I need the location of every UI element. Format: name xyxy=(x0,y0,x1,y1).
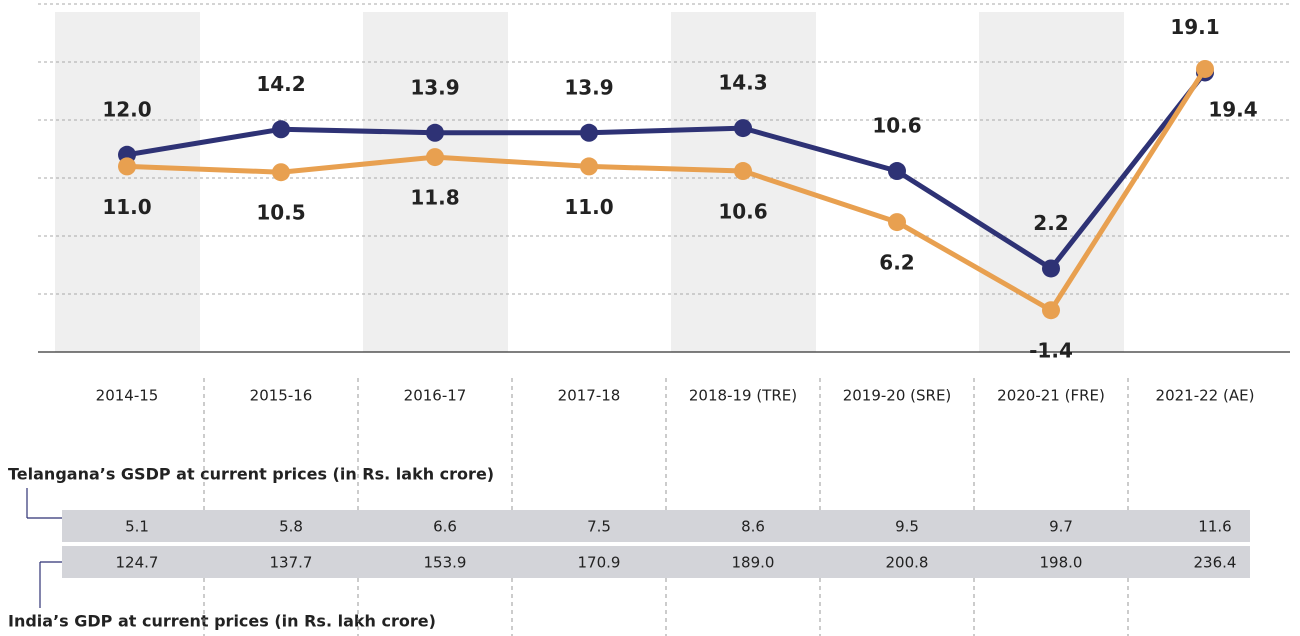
line xyxy=(126,67,1208,314)
table-cell: 9.7 xyxy=(1049,518,1073,536)
data-label: 19.4 xyxy=(1208,97,1257,121)
x-tick-label: 2016-17 xyxy=(404,387,467,405)
data-label: 13.9 xyxy=(564,75,613,99)
table-cell: 6.6 xyxy=(433,518,457,536)
point xyxy=(1042,259,1060,278)
data-label: -1.4 xyxy=(1029,339,1073,363)
point xyxy=(734,162,752,181)
table-cell: 137.7 xyxy=(270,554,313,572)
data-label: 11.8 xyxy=(410,186,459,210)
table-cell: 198.0 xyxy=(1040,554,1083,572)
x-tick-label: 2019-20 (SRE) xyxy=(843,387,952,405)
row-label: Telangana’s GSDP at current prices (in R… xyxy=(8,465,494,484)
point xyxy=(580,157,598,176)
x-tick-label: 2015-16 xyxy=(250,387,313,405)
x-tick-label: 2018-19 (TRE) xyxy=(689,387,797,405)
point xyxy=(272,163,290,182)
table-cell: 189.0 xyxy=(732,554,775,572)
table-cell: 11.6 xyxy=(1198,518,1231,536)
point xyxy=(426,148,444,167)
band xyxy=(363,12,508,352)
data-label: 14.2 xyxy=(256,72,305,96)
table-cell: 5.8 xyxy=(279,518,303,536)
x-tick-label: 2014-15 xyxy=(96,387,159,405)
data-label: 2.2 xyxy=(1033,211,1068,235)
table-row xyxy=(62,546,1250,578)
point xyxy=(1042,301,1060,320)
data-label: 6.2 xyxy=(879,251,914,275)
point xyxy=(734,119,752,138)
data-label: 14.3 xyxy=(718,71,767,95)
point xyxy=(580,123,598,142)
table-cell: 170.9 xyxy=(578,554,621,572)
data-label: 10.5 xyxy=(256,201,305,225)
table-cell: 153.9 xyxy=(424,554,467,572)
data-label: 12.0 xyxy=(102,97,151,121)
line xyxy=(126,70,1207,272)
table-cell: 7.5 xyxy=(587,518,611,536)
table-cell: 236.4 xyxy=(1194,554,1237,572)
table-row xyxy=(62,510,1250,542)
data-label: 11.0 xyxy=(564,195,613,219)
x-tick-label: 2021-22 (AE) xyxy=(1156,387,1255,405)
point xyxy=(118,157,136,176)
table-cell: 9.5 xyxy=(895,518,919,536)
band xyxy=(979,12,1124,352)
x-tick-label: 2017-18 xyxy=(558,387,621,405)
data-label: 13.9 xyxy=(410,75,459,99)
point xyxy=(426,123,444,142)
data-label: 10.6 xyxy=(718,200,767,224)
data-label: 19.1 xyxy=(1170,15,1219,39)
x-tick-label: 2020-21 (FRE) xyxy=(997,387,1105,405)
data-label: 11.0 xyxy=(102,195,151,219)
point xyxy=(1196,59,1214,78)
table-cell: 5.1 xyxy=(125,518,149,536)
point xyxy=(888,162,906,181)
point xyxy=(888,213,906,232)
band xyxy=(55,12,200,352)
table-cell: 124.7 xyxy=(116,554,159,572)
data-label: 10.6 xyxy=(872,114,921,138)
table-cell: 8.6 xyxy=(741,518,765,536)
point xyxy=(272,120,290,139)
row-label: India’s GDP at current prices (in Rs. la… xyxy=(8,612,436,631)
table-cell: 200.8 xyxy=(886,554,929,572)
band xyxy=(671,12,816,352)
